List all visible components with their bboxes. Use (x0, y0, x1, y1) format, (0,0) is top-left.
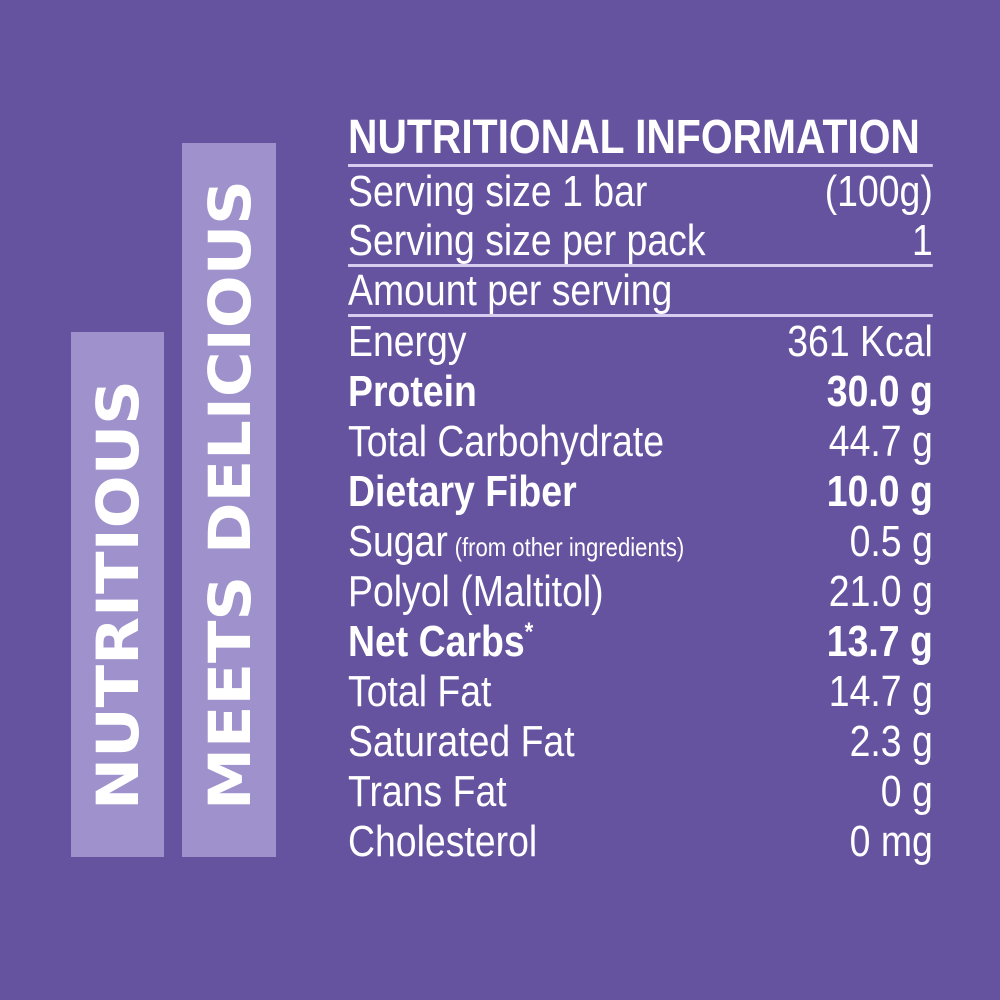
nutrient-rows: Serving size 1 bar (100g) Serving size per… (348, 167, 933, 867)
footnote-marker: * (524, 616, 534, 647)
nutrient-value: (100g) (824, 167, 933, 216)
nutrient-name-group: Amount per serving (348, 266, 672, 316)
nutrient-name-group: Cholesterol (348, 817, 537, 867)
tag-nutritious: NUTRITIOUS (84, 380, 152, 810)
nutrient-name-group: Total Carbohydrate (348, 417, 664, 467)
nutrient-name: Trans Fat (348, 767, 507, 816)
nutrient-note: (from other ingredients) (454, 532, 685, 562)
nutrient-name-group: Protein (348, 367, 477, 417)
nutrient-value: 10.0 g (826, 467, 933, 516)
nutrient-name-group: Serving size per pack (348, 216, 706, 266)
tag-meets-delicious-bg (182, 143, 276, 857)
nutrient-row: Energy 361 Kcal (348, 317, 933, 367)
nutrient-name-group: Polyol (Maltitol) (348, 567, 604, 617)
nutrient-row: Sugar (from other ingredients) 0.5 g (348, 517, 933, 567)
nutrient-name: Cholesterol (348, 817, 538, 866)
nutrient-value: 44.7 g (828, 417, 933, 466)
label-title: NUTRITIONAL INFORMATION (348, 111, 920, 164)
nutrient-name: Dietary Fiber (348, 467, 577, 516)
nutrient-name: Sugar (348, 517, 448, 566)
nutrient-value: 1 (911, 215, 933, 265)
nutrient-row: Dietary Fiber 10.0 g (348, 467, 933, 517)
nutrient-row: Net Carbs* 13.7 g (348, 617, 933, 667)
nutrient-name-group: Serving size 1 bar (348, 167, 647, 217)
nutrient-value: 21.0 g (828, 567, 933, 616)
nutrient-name-group: Sugar (from other ingredients) (348, 517, 684, 567)
nutrient-row: Trans Fat 0 g (348, 767, 933, 817)
nutrient-name: Energy (348, 317, 467, 366)
nutrient-name: Total Carbohydrate (348, 417, 665, 466)
nutrient-value: 14.7 g (828, 667, 933, 716)
nutrient-row: Cholesterol 0 mg (348, 817, 933, 867)
nutrient-name: Polyol (Maltitol) (348, 567, 604, 616)
nutrient-value: 0 mg (849, 817, 933, 866)
tag-meets-delicious: MEETS DELICIOUS (196, 180, 264, 810)
nutrient-name-group: Total Fat (348, 667, 491, 717)
nutrient-row: Saturated Fat 2.3 g (348, 717, 933, 767)
nutrient-value: 2.3 g (849, 717, 933, 766)
nutrient-row: Serving size 1 bar (100g) (348, 167, 933, 217)
nutrient-value: 13.7 g (826, 617, 933, 666)
nutrient-name: Protein (348, 367, 477, 416)
nutrient-row: Total Carbohydrate 44.7 g (348, 417, 933, 467)
title-rule (348, 164, 933, 167)
nutrient-name: Amount per serving (348, 265, 673, 315)
nutrient-name-group: Saturated Fat (348, 717, 575, 767)
nutrient-row: Polyol (Maltitol) 21.0 g (348, 567, 933, 617)
nutrient-value: 0.5 g (849, 517, 933, 566)
nutrient-value: 0 g (880, 767, 933, 816)
nutrient-name-group: Net Carbs* (348, 617, 533, 667)
nutrient-name-group: Energy (348, 317, 467, 367)
nutrition-label: NUTRITIONAL INFORMATION Serving size 1 b… (348, 112, 933, 867)
nutrient-value: 30.0 g (826, 367, 933, 416)
nutrient-name: Serving size per pack (348, 215, 706, 265)
tag-nutritious-bg (71, 332, 164, 857)
nutrient-name: Serving size 1 bar (348, 167, 648, 216)
nutrient-row: Protein 30.0 g (348, 367, 933, 417)
nutrient-name-group: Trans Fat (348, 767, 507, 817)
nutrient-name: Saturated Fat (348, 717, 575, 766)
nutrient-name-group: Dietary Fiber (348, 467, 577, 517)
nutrient-name: Net Carbs (348, 617, 525, 666)
nutrient-row: Amount per serving (348, 266, 933, 317)
nutrient-row: Total Fat 14.7 g (348, 667, 933, 717)
nutrient-name: Total Fat (348, 667, 492, 716)
nutrient-value: 361 Kcal (787, 317, 933, 366)
tags: NUTRITIOUS MEETS DELICIOUS (71, 143, 276, 857)
nutrient-row: Serving size per pack 1 (348, 215, 933, 267)
